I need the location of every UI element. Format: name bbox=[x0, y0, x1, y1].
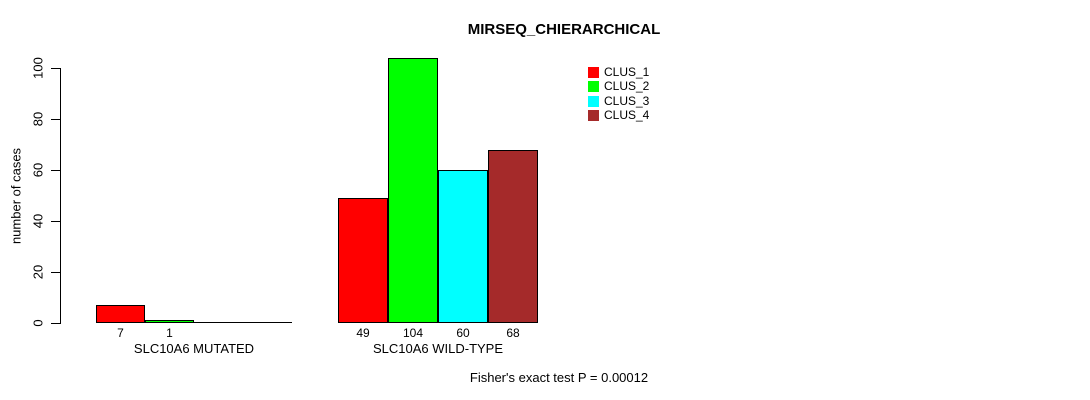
y-tick-mark bbox=[51, 221, 60, 222]
bar-value-label: 7 bbox=[117, 326, 124, 340]
y-tick-mark bbox=[51, 170, 60, 171]
y-tick-label: 0 bbox=[30, 319, 46, 327]
bar-value-label: 60 bbox=[456, 326, 470, 340]
legend-swatch-clus_2 bbox=[588, 81, 599, 92]
bar-clus_3-2 bbox=[438, 170, 488, 323]
legend-swatch-clus_3 bbox=[588, 96, 599, 107]
bar-clus_4-1-zero bbox=[243, 322, 292, 323]
y-axis-label: number of cases bbox=[8, 147, 24, 245]
y-tick-mark bbox=[51, 68, 60, 69]
bar-value-label: 68 bbox=[506, 326, 520, 340]
y-tick-label: 40 bbox=[30, 213, 46, 229]
y-tick-mark bbox=[51, 119, 60, 120]
bar-value-label: 104 bbox=[402, 326, 424, 340]
y-tick-mark bbox=[51, 323, 60, 324]
legend-label-clus_4: CLUS_4 bbox=[604, 108, 650, 122]
y-tick-mark bbox=[51, 272, 60, 273]
bar-clus_3-1-zero bbox=[194, 322, 243, 323]
bar-clus_4-2 bbox=[488, 150, 538, 323]
y-tick-label: 80 bbox=[30, 111, 46, 127]
group-label: SLC10A6 WILD-TYPE bbox=[372, 341, 504, 356]
y-tick-label: 100 bbox=[30, 57, 46, 79]
legend-label-clus_1: CLUS_1 bbox=[604, 65, 650, 79]
bar-value-label: 1 bbox=[166, 326, 173, 340]
y-tick-label: 60 bbox=[30, 162, 46, 178]
bar-value-label: 49 bbox=[356, 326, 370, 340]
legend-swatch-clus_1 bbox=[588, 67, 599, 78]
y-axis-line bbox=[60, 68, 61, 324]
bar-clus_2-2 bbox=[388, 58, 438, 323]
group-label: SLC10A6 MUTATED bbox=[133, 341, 255, 356]
legend-swatch-clus_4 bbox=[588, 110, 599, 121]
y-tick-label: 20 bbox=[30, 264, 46, 280]
bar-clus_1-1 bbox=[96, 305, 145, 323]
legend-label-clus_3: CLUS_3 bbox=[604, 94, 650, 108]
footnote: Fisher's exact test P = 0.00012 bbox=[469, 370, 649, 385]
bar-clus_2-1 bbox=[145, 320, 194, 323]
bar-clus_1-2 bbox=[338, 198, 388, 323]
legend-label-clus_2: CLUS_2 bbox=[604, 79, 650, 93]
chart-title: MIRSEQ_CHIERARCHICAL bbox=[467, 21, 661, 38]
